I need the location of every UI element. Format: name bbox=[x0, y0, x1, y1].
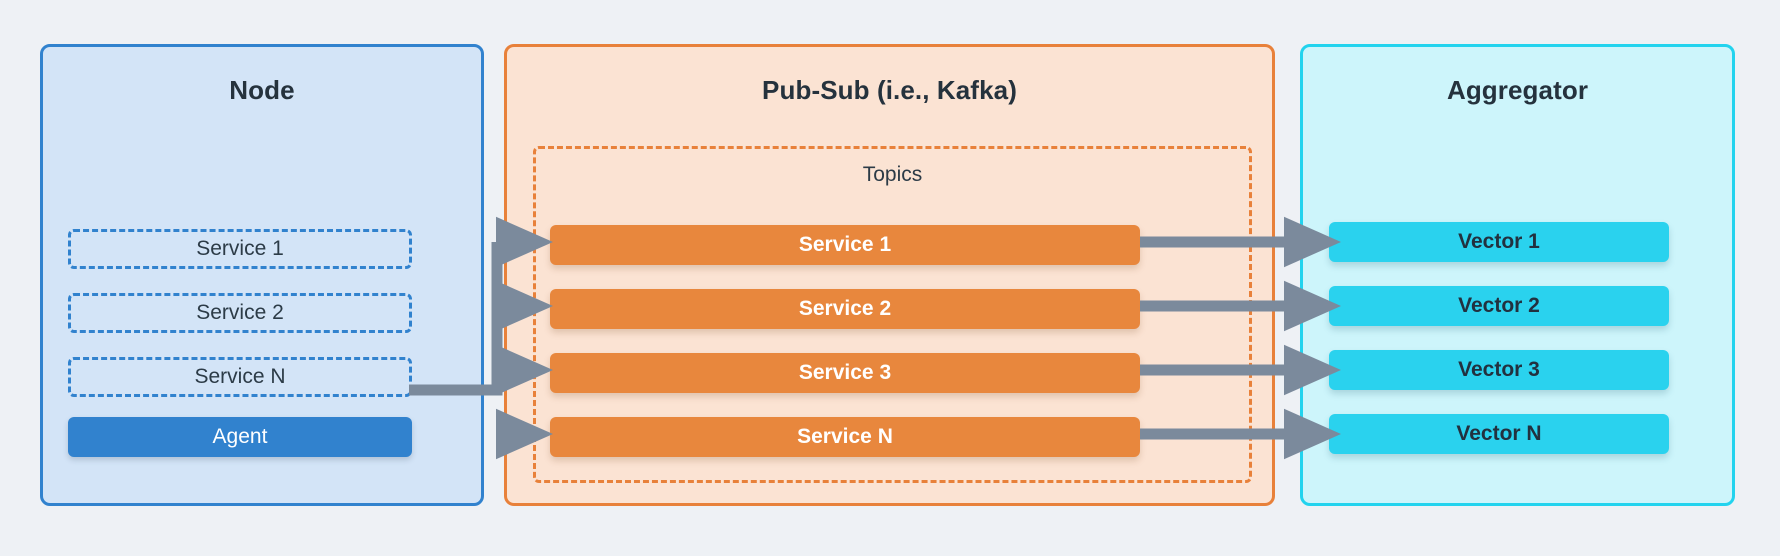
topic-service-3-label: Service 3 bbox=[798, 361, 892, 384]
node-agent-box: Agent bbox=[68, 417, 412, 457]
topics-group-label: Topics bbox=[862, 163, 923, 186]
vector-2-box: Vector 2 bbox=[1329, 286, 1669, 326]
node-service-2-box: Service 2 bbox=[68, 293, 412, 333]
node-agent-label: Agent bbox=[212, 425, 268, 448]
node-service-1-label: Service 1 bbox=[196, 237, 284, 260]
topic-service-1-label: Service 1 bbox=[798, 233, 892, 256]
panel-pubsub: Pub-Sub (i.e., Kafka) Topics Service 1 S… bbox=[504, 44, 1275, 506]
panel-pubsub-title: Pub-Sub (i.e., Kafka) bbox=[762, 75, 1017, 105]
panel-node-title: Node bbox=[229, 75, 295, 105]
vector-3-label: Vector 3 bbox=[1458, 358, 1540, 381]
node-service-n-label: Service N bbox=[194, 365, 286, 388]
vector-1-box: Vector 1 bbox=[1329, 222, 1669, 262]
node-service-n-box: Service N bbox=[68, 357, 412, 397]
topic-service-1-box: Service 1 bbox=[550, 225, 1140, 265]
topics-group: Topics Service 1 Service 2 Service 3 Ser… bbox=[533, 146, 1252, 483]
topic-service-n-box: Service N bbox=[550, 417, 1140, 457]
topic-service-2-label: Service 2 bbox=[798, 297, 892, 320]
topic-service-2-box: Service 2 bbox=[550, 289, 1140, 329]
node-service-1-box: Service 1 bbox=[68, 229, 412, 269]
vector-2-label: Vector 2 bbox=[1458, 294, 1540, 317]
vector-1-label: Vector 1 bbox=[1458, 230, 1540, 253]
panel-aggregator-title: Aggregator bbox=[1446, 75, 1589, 105]
panel-node: Node Service 1 Service 2 Service N Agent bbox=[40, 44, 484, 506]
topic-service-n-label: Service N bbox=[797, 425, 893, 448]
vector-n-box: Vector N bbox=[1329, 414, 1669, 454]
topic-service-3-box: Service 3 bbox=[550, 353, 1140, 393]
vector-3-box: Vector 3 bbox=[1329, 350, 1669, 390]
node-service-2-label: Service 2 bbox=[196, 301, 284, 324]
panel-aggregator: Aggregator Vector 1 Vector 2 Vector 3 Ve… bbox=[1300, 44, 1735, 506]
vector-n-label: Vector N bbox=[1456, 422, 1542, 445]
